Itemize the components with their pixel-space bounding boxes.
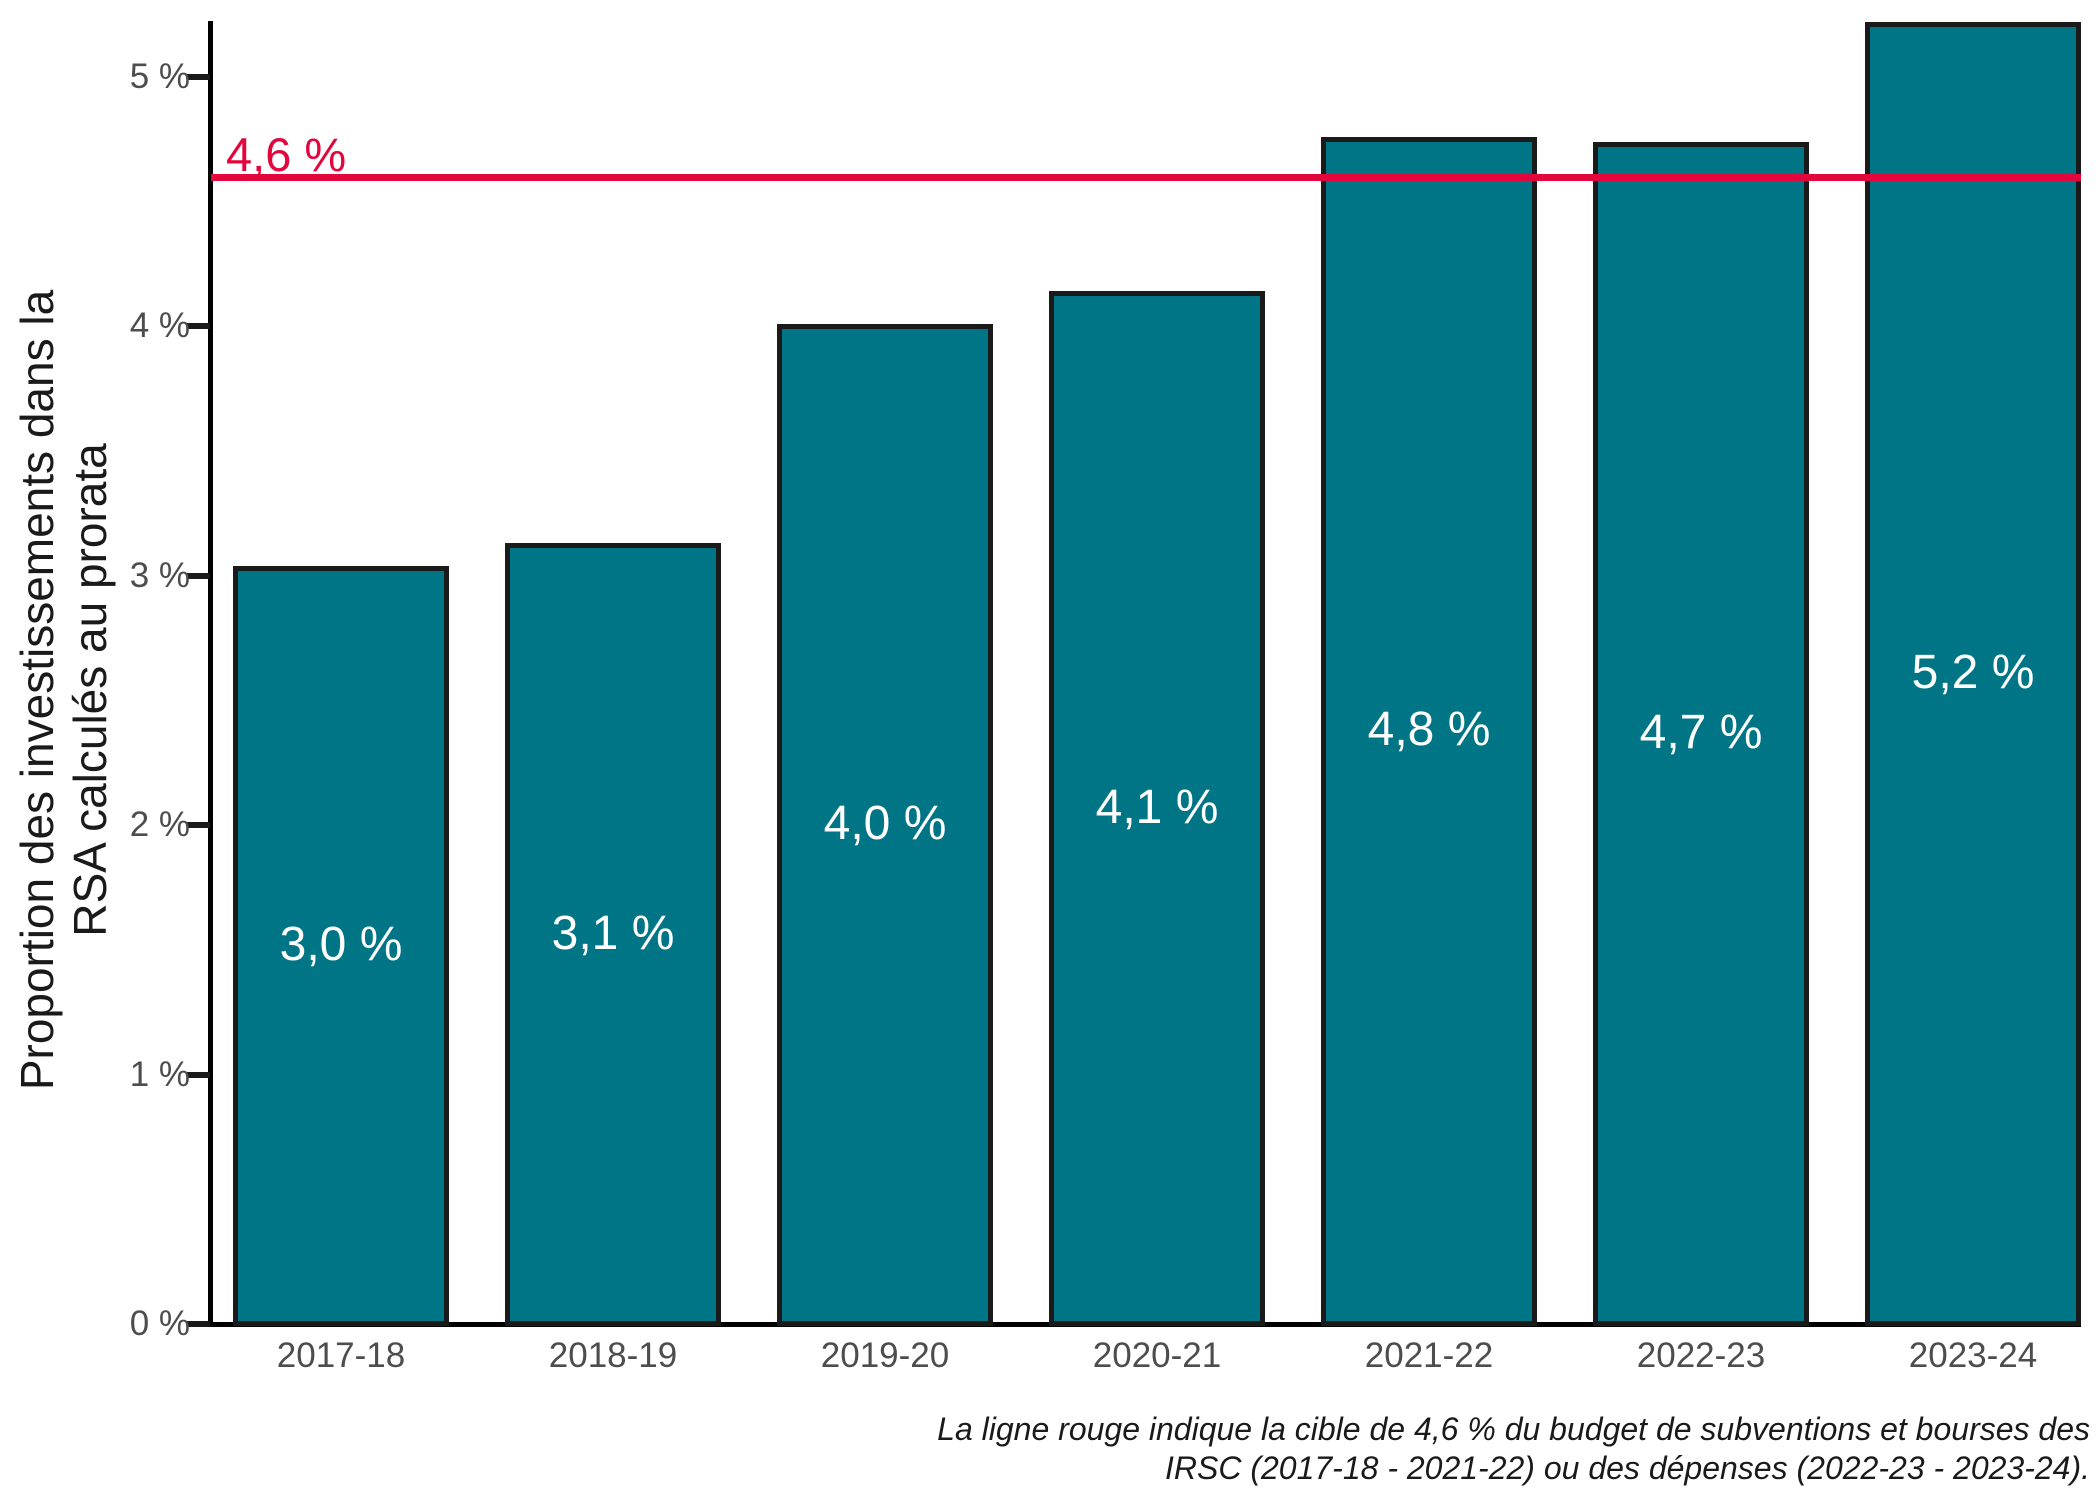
- x-tick-label: 2020-21: [1092, 1336, 1222, 1375]
- caption-line2: IRSC (2017-18 - 2021-22) ou des dépenses…: [1164, 1450, 2090, 1486]
- bar: [1865, 22, 2081, 1326]
- x-tick-label: 2023-24: [1908, 1336, 2038, 1375]
- y-tick-mark: [187, 1071, 210, 1078]
- bar: [1049, 291, 1265, 1326]
- x-tick-label: 2022-23: [1636, 1336, 1766, 1375]
- bar: [777, 323, 993, 1326]
- y-tick-label: 0 %: [129, 1304, 190, 1343]
- target-reference-line: [211, 173, 2081, 181]
- x-tick-label: 2017-18: [276, 1336, 406, 1375]
- bar-value-label: 4,8 %: [1367, 703, 1491, 757]
- bar: [233, 565, 449, 1326]
- y-axis-title-line2: RSA calculés au prorata: [64, 443, 116, 937]
- y-tick-label: 2 %: [129, 805, 190, 845]
- y-tick-mark: [187, 572, 210, 579]
- bar-value-label: 3,1 %: [551, 906, 675, 960]
- y-tick-mark: [187, 74, 210, 80]
- y-axis-title: Proportion des investissements dans la R…: [11, 290, 117, 1090]
- bar: [1321, 136, 1537, 1326]
- bar-value-label: 4,7 %: [1639, 705, 1763, 759]
- bar: [505, 543, 721, 1326]
- y-tick-mark: [187, 822, 210, 829]
- caption-line1: La ligne rouge indique la cible de 4,6 %…: [937, 1411, 2090, 1447]
- x-tick-label: 2019-20: [820, 1336, 950, 1375]
- y-axis-title-line1: Proportion des investissements dans la: [11, 289, 63, 1091]
- bar: [1593, 141, 1809, 1326]
- y-tick-label: 4 %: [129, 306, 190, 346]
- y-tick-mark: [187, 323, 210, 330]
- y-tick-label: 5 %: [129, 57, 190, 96]
- y-tick-label: 3 %: [129, 555, 190, 595]
- x-tick-label: 2021-22: [1364, 1336, 1494, 1375]
- bar-value-label: 4,1 %: [1095, 780, 1219, 834]
- y-tick-mark: [187, 1321, 210, 1327]
- bar-value-label: 3,0 %: [279, 917, 403, 971]
- bar-value-label: 5,2 %: [1911, 646, 2035, 700]
- caption: La ligne rouge indique la cible de 4,6 %…: [937, 1410, 2090, 1488]
- bar-value-label: 4,0 %: [823, 796, 947, 850]
- x-tick-label: 2018-19: [548, 1336, 678, 1375]
- y-tick-label: 1 %: [129, 1054, 190, 1094]
- y-axis-line: [208, 21, 213, 1327]
- target-line-label: 4,6 %: [226, 128, 347, 181]
